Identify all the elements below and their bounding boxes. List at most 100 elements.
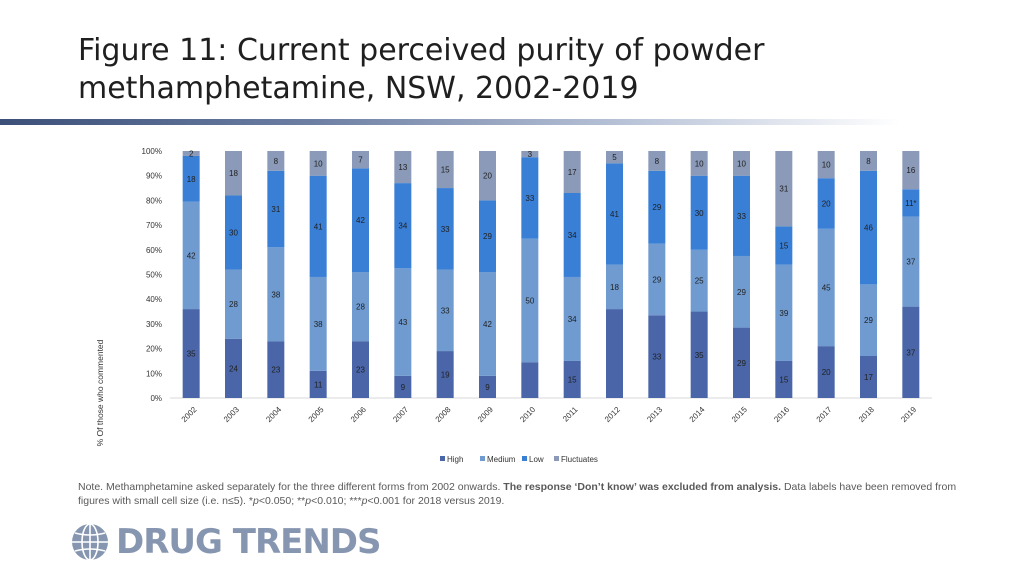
data-label: 34 — [568, 315, 577, 324]
data-label: 37 — [906, 258, 915, 267]
x-tick-label: 2018 — [857, 405, 876, 424]
bar-segment-fluctuates — [817, 151, 835, 179]
note-text-1: Note. Methamphetamine asked separately f… — [78, 481, 504, 493]
data-label: 31 — [271, 205, 280, 214]
x-tick-label: 2017 — [815, 405, 834, 424]
data-label: 31 — [779, 185, 788, 194]
bar-segment-low — [479, 200, 496, 273]
data-label: 15 — [779, 375, 788, 384]
bar-segment-medium — [352, 272, 369, 342]
data-label: 10 — [737, 159, 746, 168]
bar-segment-high — [267, 341, 285, 398]
bar-segment-low — [690, 175, 708, 250]
data-label: 34 — [568, 231, 577, 240]
data-label: 41 — [314, 222, 323, 231]
bar-segment-fluctuates — [563, 151, 581, 193]
legend-label: Medium — [487, 455, 516, 464]
bar-segment-medium — [817, 228, 835, 347]
data-label: 39 — [779, 309, 788, 318]
note-text-2: Data labels have been removed from figur… — [78, 481, 957, 507]
x-tick-label: 2009 — [476, 405, 495, 424]
data-label: 29 — [737, 288, 746, 297]
x-tick-label: 2006 — [349, 405, 368, 424]
data-label: 23 — [356, 366, 365, 375]
bar-segment-high — [775, 360, 793, 398]
y-tick-label: 60% — [146, 246, 162, 255]
data-label: 46 — [864, 224, 873, 233]
bar-segment-high — [394, 375, 412, 398]
title-underline — [0, 119, 900, 125]
drug-trends-logo: DRUG TRENDS — [70, 522, 382, 562]
bar-segment-low — [902, 189, 920, 217]
data-label: 33 — [441, 306, 450, 315]
x-tick-label: 2002 — [180, 405, 199, 424]
y-tick-label: 10% — [146, 369, 162, 378]
data-label: 37 — [906, 348, 915, 357]
bar-segment-low — [775, 226, 793, 265]
legend-swatch — [554, 456, 559, 461]
data-label: 38 — [314, 320, 323, 329]
data-label: 42 — [356, 216, 365, 225]
bar-segment-medium — [182, 201, 200, 310]
page-title: Figure 11: Current perceived purity of p… — [78, 33, 765, 106]
bar-segment-low — [606, 163, 623, 265]
bar-segment-fluctuates — [902, 151, 920, 190]
data-label: 50 — [525, 296, 534, 305]
legend: High Medium Low Fluctuates — [440, 455, 598, 464]
bar-segment-low — [352, 168, 369, 273]
bar-segment-high — [479, 375, 496, 398]
data-label: 29 — [483, 232, 492, 241]
y-tick-label: 70% — [146, 221, 162, 230]
data-label: 23 — [271, 366, 280, 375]
bar-segment-fluctuates — [352, 151, 369, 169]
bar-segment-high — [733, 327, 750, 398]
bar-segment-high — [690, 311, 708, 398]
footnote: Note. Methamphetamine asked separately f… — [78, 481, 958, 508]
bar-segment-low — [309, 175, 327, 277]
globe-icon — [72, 523, 108, 561]
data-label: 18 — [187, 175, 196, 184]
bar-segment-medium — [436, 269, 454, 352]
bar-segment-fluctuates — [775, 151, 793, 227]
data-label: 19 — [441, 371, 450, 380]
bar-segment-medium — [690, 249, 708, 312]
p-symbol: p — [305, 494, 312, 507]
data-label: 9 — [485, 383, 490, 392]
stacked-bar-chart: 0% 10% 20% 30% 40% 50% 60% 70% 80% 90% 100% % Of t… — [95, 147, 932, 464]
data-label: 10 — [822, 161, 831, 170]
data-label: 18 — [229, 169, 238, 178]
x-tick-label: 2010 — [518, 405, 537, 424]
data-label: 38 — [271, 290, 280, 299]
data-label: 33 — [652, 353, 661, 362]
x-tick-label: 2013 — [645, 405, 664, 424]
data-label: 15 — [568, 375, 577, 384]
bar-segment-low — [394, 183, 412, 269]
data-label: 5 — [612, 153, 617, 162]
bar-segment-fluctuates — [309, 151, 327, 176]
data-label: 33 — [737, 212, 746, 221]
bar-segment-low — [733, 175, 750, 256]
data-label: 29 — [652, 275, 661, 284]
bar-segment-fluctuates — [479, 151, 496, 201]
data-label: 45 — [822, 283, 831, 292]
data-label: 8 — [866, 157, 871, 166]
x-tick-label: 2019 — [899, 405, 918, 424]
data-label: 3 — [528, 150, 533, 159]
data-label: 41 — [610, 210, 619, 219]
bar-segment-low — [267, 170, 285, 248]
x-tick-label: 2005 — [307, 405, 326, 424]
x-tick-label: 2015 — [730, 405, 749, 424]
legend-swatch — [522, 456, 527, 461]
bar-segment-medium — [394, 268, 412, 376]
data-label: 8 — [655, 157, 660, 166]
legend-swatch — [480, 456, 485, 461]
data-label: 7 — [358, 156, 363, 165]
bar-segment-fluctuates — [436, 151, 454, 189]
bar-segment-fluctuates — [394, 151, 412, 184]
bar-segment-low — [648, 170, 666, 244]
bar-segment-medium — [775, 264, 793, 361]
data-label: 10 — [314, 159, 323, 168]
data-label: 18 — [610, 283, 619, 292]
data-label: 16 — [906, 166, 915, 175]
bar-segment-medium — [479, 272, 496, 376]
